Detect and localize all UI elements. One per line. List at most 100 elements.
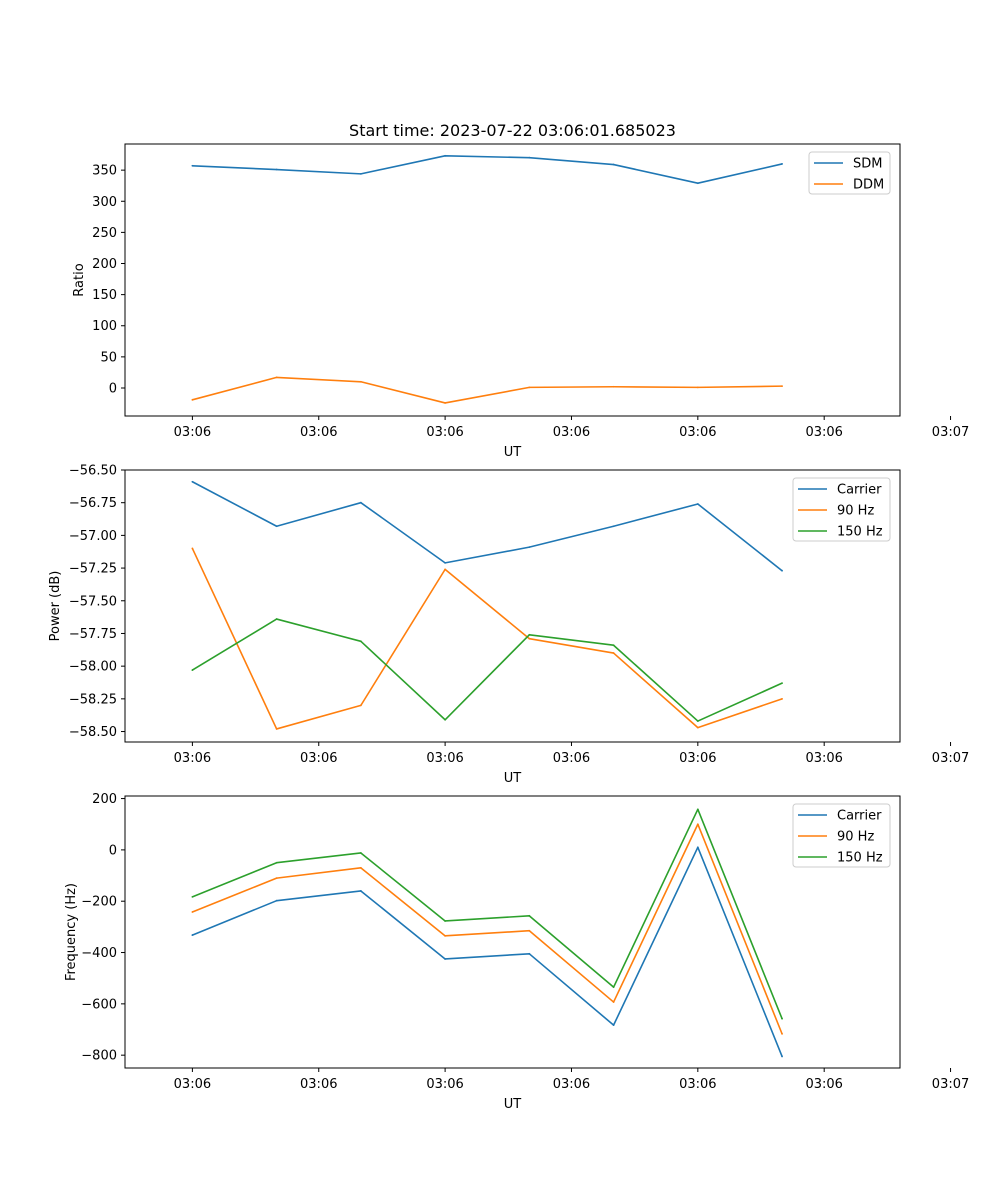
y-tick-label: 100 xyxy=(92,319,117,334)
legend-label: 150 Hz xyxy=(837,525,883,540)
data-point xyxy=(781,1017,783,1020)
data-point xyxy=(191,547,194,550)
series-150-hz xyxy=(191,618,783,722)
legend-label: 90 Hz xyxy=(837,830,874,845)
data-point xyxy=(528,546,531,549)
data-point xyxy=(612,986,615,989)
series-line xyxy=(192,846,783,1057)
x-tick-label: 03:06 xyxy=(174,1077,211,1092)
data-point xyxy=(275,376,278,379)
data-point xyxy=(781,1032,783,1035)
data-point xyxy=(275,525,278,528)
x-tick-label: 03:06 xyxy=(553,425,590,440)
y-tick-label: 250 xyxy=(92,226,117,241)
data-point xyxy=(696,823,699,826)
y-tick-label: 0 xyxy=(109,381,117,396)
y-tick-label: −58.25 xyxy=(69,692,117,707)
series-90-hz xyxy=(191,547,783,730)
x-tick-label: 03:06 xyxy=(553,1077,590,1092)
data-point xyxy=(359,501,362,504)
x-tick-label: 03:06 xyxy=(805,1077,842,1092)
data-point xyxy=(444,718,447,721)
y-tick-label: 50 xyxy=(100,350,117,365)
data-point xyxy=(444,920,447,922)
series-line xyxy=(192,376,783,404)
chart-panel-1: Start time: 2023-07-22 03:06:01.685023 03… xyxy=(72,121,969,460)
data-point xyxy=(444,568,447,571)
data-point xyxy=(696,386,699,389)
legend-label: SDM xyxy=(853,157,882,172)
data-point xyxy=(612,644,615,647)
chart-panel-3: 03:06 03:06 03:06 03:06 03:06 03:06 03:07 UT 200… xyxy=(64,792,969,1112)
plot-frame xyxy=(124,795,901,1069)
data-point xyxy=(781,682,783,685)
x-tick-label: 03:06 xyxy=(805,425,842,440)
y-tick-label: −58.00 xyxy=(69,660,117,675)
y-tick-label: −200 xyxy=(81,895,117,910)
y-tick-label: −57.00 xyxy=(69,529,117,544)
y-axis-label: Frequency (Hz) xyxy=(64,883,79,981)
series-line xyxy=(191,618,783,722)
data-point xyxy=(275,877,278,880)
data-point xyxy=(275,618,278,620)
data-point xyxy=(359,704,362,707)
data-point xyxy=(191,895,194,898)
chart-panel-2: 03:06 03:06 03:06 03:06 03:06 03:06 03:07 UT −56… xyxy=(48,464,969,787)
x-tick-label: 03:06 xyxy=(426,1077,463,1092)
series-carrier xyxy=(191,846,783,1058)
y-tick-label: 200 xyxy=(92,792,117,807)
series-carrier xyxy=(191,480,783,572)
legend: Carrier 90 Hz 150 Hz xyxy=(792,803,891,868)
chart-title: Start time: 2023-07-22 03:06:01.685023 xyxy=(349,121,676,140)
data-point xyxy=(696,720,699,722)
x-tick-label: 03:07 xyxy=(932,1077,969,1092)
y-tick-label: 200 xyxy=(92,257,117,272)
legend-label: Carrier xyxy=(837,809,882,824)
data-point xyxy=(781,1055,783,1058)
x-tick-label: 03:06 xyxy=(174,425,211,440)
data-point xyxy=(781,697,783,700)
data-point xyxy=(612,385,615,388)
x-tick-label: 03:06 xyxy=(426,751,463,766)
data-point xyxy=(696,503,699,505)
y-axis-label: Power (dB) xyxy=(48,571,63,642)
data-point xyxy=(612,525,615,528)
x-axis-label: UT xyxy=(504,771,522,786)
x-tick-label: 03:07 xyxy=(932,751,969,766)
y-tick-label: 0 xyxy=(109,843,117,858)
series-line xyxy=(192,823,783,1035)
y-tick-label: −58.50 xyxy=(69,725,117,740)
series-line xyxy=(192,155,783,185)
series-line xyxy=(191,548,783,730)
panels: Start time: 2023-07-22 03:06:01.685023 03… xyxy=(48,121,969,1112)
data-point xyxy=(696,726,699,729)
y-tick-label: −57.25 xyxy=(69,562,117,577)
data-point xyxy=(612,163,615,166)
data-point xyxy=(528,633,531,636)
data-point xyxy=(781,385,783,388)
data-point xyxy=(275,861,278,864)
y-tick-label: −57.75 xyxy=(69,627,117,642)
series-ddm xyxy=(191,376,783,404)
x-axis-label: UT xyxy=(504,445,522,460)
data-point xyxy=(191,164,194,167)
data-point xyxy=(612,1001,615,1003)
legend-label: 150 Hz xyxy=(837,851,883,866)
legend-label: DDM xyxy=(853,178,884,193)
data-point xyxy=(359,890,362,892)
series-line xyxy=(192,481,783,572)
y-axis-label: Ratio xyxy=(72,263,87,296)
data-point xyxy=(612,1024,615,1027)
series-150-hz xyxy=(191,808,783,1020)
y-tick-label: −56.75 xyxy=(69,496,117,511)
legend-box xyxy=(792,803,891,868)
data-point xyxy=(444,561,447,564)
data-point xyxy=(528,914,531,917)
series-90-hz xyxy=(191,823,783,1035)
data-point xyxy=(191,480,194,483)
data-point xyxy=(781,569,783,572)
data-point xyxy=(528,952,531,955)
legend-box xyxy=(792,477,891,542)
data-point xyxy=(359,852,362,854)
